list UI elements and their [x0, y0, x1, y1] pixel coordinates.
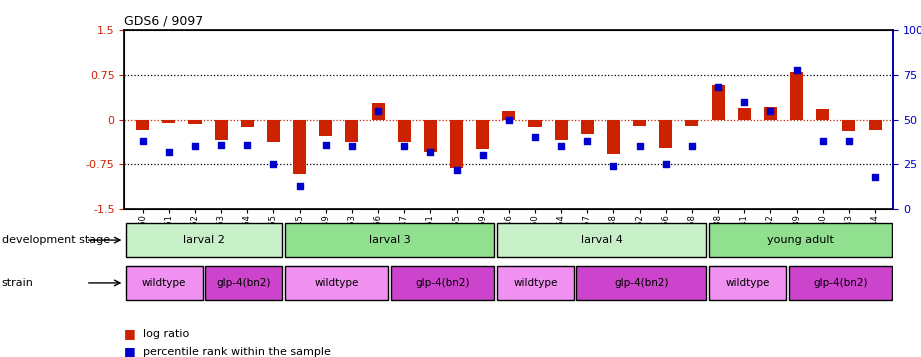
FancyBboxPatch shape	[285, 266, 388, 300]
Text: larval 4: larval 4	[581, 235, 623, 245]
Bar	[162, 120, 175, 122]
Bar	[424, 120, 437, 152]
FancyBboxPatch shape	[709, 266, 786, 300]
Point	[868, 174, 882, 180]
Point	[344, 144, 359, 149]
Bar	[659, 120, 672, 148]
Point	[633, 144, 647, 149]
Text: ■: ■	[124, 327, 136, 340]
FancyBboxPatch shape	[125, 223, 282, 257]
Text: GDS6 / 9097: GDS6 / 9097	[124, 15, 204, 28]
Bar	[529, 120, 542, 127]
Bar	[554, 120, 567, 140]
Bar	[293, 120, 306, 174]
Point	[161, 149, 176, 155]
Bar	[790, 72, 803, 120]
Point	[319, 142, 333, 147]
Bar	[136, 120, 149, 130]
Text: development stage: development stage	[2, 235, 110, 245]
Bar	[345, 120, 358, 142]
Point	[214, 142, 228, 147]
Bar	[685, 120, 698, 126]
Point	[188, 144, 203, 149]
Text: glp-4(bn2): glp-4(bn2)	[614, 278, 669, 288]
Text: glp-4(bn2): glp-4(bn2)	[813, 278, 868, 288]
Bar	[371, 103, 385, 120]
Bar	[843, 120, 856, 131]
Text: young adult: young adult	[767, 235, 834, 245]
Bar	[189, 120, 202, 124]
Bar	[869, 120, 881, 130]
Point	[789, 67, 804, 72]
Text: larval 3: larval 3	[368, 235, 411, 245]
Point	[659, 161, 673, 167]
Point	[397, 144, 412, 149]
Bar	[633, 120, 647, 126]
FancyBboxPatch shape	[205, 266, 282, 300]
Text: wildtype: wildtype	[142, 278, 186, 288]
Text: wildtype: wildtype	[513, 278, 557, 288]
Point	[292, 183, 307, 188]
FancyBboxPatch shape	[497, 266, 574, 300]
Point	[239, 142, 254, 147]
Text: ■: ■	[124, 345, 136, 357]
Text: larval 2: larval 2	[183, 235, 225, 245]
Text: wildtype: wildtype	[314, 278, 358, 288]
Point	[764, 108, 778, 114]
Point	[580, 138, 595, 144]
Bar	[502, 111, 516, 120]
Bar	[712, 85, 725, 120]
Bar	[581, 120, 594, 135]
Bar	[398, 120, 411, 142]
Bar	[215, 120, 227, 140]
Point	[684, 144, 699, 149]
FancyBboxPatch shape	[391, 266, 495, 300]
Bar	[816, 109, 829, 120]
Text: glp-4(bn2): glp-4(bn2)	[415, 278, 470, 288]
FancyBboxPatch shape	[285, 223, 495, 257]
Bar	[476, 120, 489, 149]
Point	[135, 138, 150, 144]
Point	[554, 144, 568, 149]
Point	[737, 99, 752, 105]
Point	[528, 135, 542, 140]
Text: strain: strain	[2, 278, 34, 288]
Text: wildtype: wildtype	[726, 278, 770, 288]
Point	[266, 161, 281, 167]
Point	[711, 85, 726, 90]
Bar	[240, 120, 254, 127]
Point	[370, 108, 385, 114]
Point	[423, 149, 437, 155]
Bar	[764, 106, 777, 120]
Text: glp-4(bn2): glp-4(bn2)	[216, 278, 271, 288]
Bar	[450, 120, 463, 169]
FancyBboxPatch shape	[497, 223, 706, 257]
FancyBboxPatch shape	[125, 266, 203, 300]
Point	[501, 117, 516, 122]
FancyBboxPatch shape	[709, 223, 892, 257]
Point	[815, 138, 830, 144]
Bar	[320, 120, 332, 136]
Point	[606, 163, 621, 169]
Bar	[607, 120, 620, 154]
FancyBboxPatch shape	[788, 266, 892, 300]
Text: percentile rank within the sample: percentile rank within the sample	[143, 347, 331, 357]
FancyBboxPatch shape	[577, 266, 706, 300]
Text: log ratio: log ratio	[143, 329, 189, 339]
Bar	[267, 120, 280, 142]
Bar	[738, 108, 751, 120]
Point	[449, 167, 464, 172]
Point	[475, 152, 490, 158]
Point	[842, 138, 857, 144]
